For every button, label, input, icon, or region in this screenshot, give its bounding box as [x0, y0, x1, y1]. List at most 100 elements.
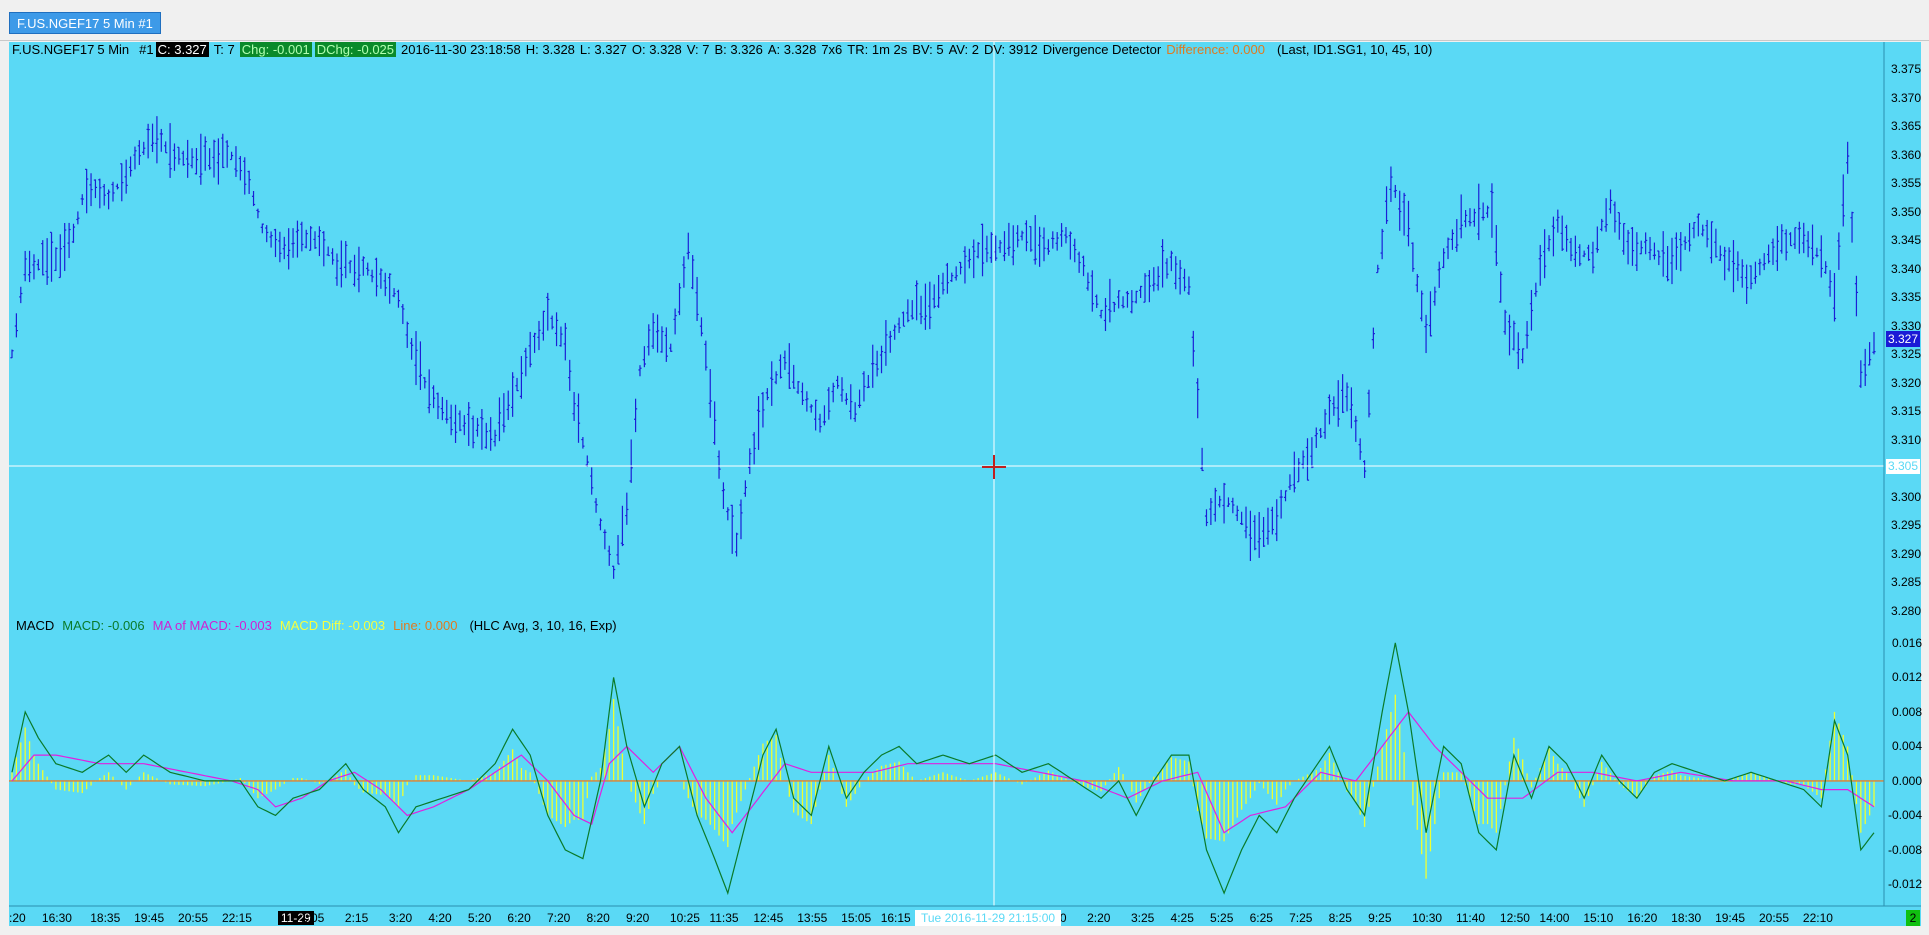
price-bar — [1868, 342, 1872, 366]
price-bar — [620, 505, 625, 547]
price-bar — [879, 345, 884, 374]
price-bar — [330, 248, 335, 265]
price-bar — [1380, 228, 1384, 260]
price-bar — [1160, 239, 1165, 288]
price-bar — [1156, 266, 1160, 291]
price-bar — [357, 246, 361, 293]
price-bar — [287, 228, 291, 270]
price-bar — [761, 392, 765, 428]
price-tick-label: 3.310 — [1891, 432, 1922, 447]
price-bar — [1617, 212, 1621, 240]
price-tick-label: 3.355 — [1891, 176, 1922, 191]
time-tick-label: 2:15 — [344, 911, 369, 925]
close-value: C: 3.327 — [155, 42, 209, 57]
last-price-tag: 3.327 — [1886, 331, 1920, 347]
price-bar — [32, 254, 36, 280]
price-bar — [541, 310, 545, 341]
price-bar — [787, 343, 791, 389]
price-bar — [998, 240, 1002, 253]
price-bar — [651, 313, 655, 349]
price-bar — [1687, 223, 1692, 252]
price-bar — [893, 324, 897, 340]
price-bar — [1327, 394, 1332, 425]
price-bar — [1169, 250, 1173, 272]
price-bar — [800, 382, 805, 405]
price-bar — [875, 350, 879, 377]
price-bar — [150, 123, 155, 153]
time-tick-label: :20 — [9, 911, 26, 925]
price-bar — [853, 402, 857, 422]
interval-label: 5 Min — [97, 42, 130, 57]
price-bar — [133, 146, 137, 170]
price-bar — [41, 240, 45, 276]
price-bar — [1736, 251, 1740, 282]
symbol-label: F.US.NGEF17 — [12, 42, 95, 57]
price-bar — [1182, 268, 1187, 292]
price-bar — [1411, 242, 1415, 272]
price-bar — [871, 344, 875, 388]
time-tick-label: 3:25 — [1131, 911, 1155, 925]
price-bar — [1174, 256, 1178, 290]
bid-value: B: 3.326 — [714, 42, 763, 57]
price-bar — [941, 272, 945, 295]
price-bar — [36, 259, 40, 271]
price-bar — [1240, 511, 1244, 525]
price-bar — [980, 223, 985, 277]
price-bar — [743, 480, 747, 497]
price-bar — [1108, 278, 1112, 323]
price-bar — [862, 371, 866, 402]
price-bar — [471, 415, 475, 449]
price-bar — [1499, 271, 1503, 303]
price-bar — [80, 194, 84, 206]
price-bar — [1463, 210, 1468, 228]
price-bar — [972, 239, 976, 279]
price-bar — [1516, 332, 1520, 370]
crosshair-time-tag: Tue 2016-11-29 21:15:00 — [915, 910, 1062, 926]
price-bar — [655, 314, 660, 353]
price-bar — [1586, 244, 1591, 261]
price-bar — [115, 183, 119, 190]
chart-tab[interactable]: F.US.NGEF17 5 Min #1 — [9, 12, 161, 34]
price-bar — [1319, 427, 1323, 438]
price-bar — [1073, 238, 1077, 263]
time-tick-label: 20:55 — [1758, 911, 1790, 925]
price-bar — [642, 346, 646, 368]
price-bar — [212, 139, 216, 178]
price-bar — [1758, 258, 1762, 276]
price-bar — [695, 276, 699, 322]
price-bar — [809, 404, 813, 413]
price-bar — [10, 349, 14, 359]
price-bar — [1428, 291, 1433, 337]
price-bar — [1147, 270, 1152, 303]
macd-tick-label: 0.012 — [1892, 670, 1923, 685]
price-bar — [304, 229, 308, 249]
price-bar — [915, 280, 919, 321]
price-bar — [770, 361, 774, 406]
price-bar — [1573, 235, 1577, 267]
time-tick-label: 14:00 — [1539, 911, 1570, 925]
price-bar — [1349, 387, 1354, 429]
price-bar — [1354, 415, 1358, 442]
price-bar — [1288, 474, 1292, 490]
macd-line-value: Line: 0.000 — [393, 618, 458, 633]
price-bar — [480, 409, 484, 450]
price-bar — [1644, 232, 1648, 255]
price-bar — [857, 389, 862, 409]
price-bar — [1310, 437, 1314, 469]
time-tick-label: 13:55 — [797, 911, 828, 925]
price-bar — [528, 331, 532, 368]
price-bar — [1626, 229, 1630, 265]
price-bar — [1551, 216, 1556, 257]
daily-change-value: DChg: -0.025 — [314, 42, 397, 57]
price-bar — [1564, 224, 1569, 252]
price-bar — [313, 231, 317, 249]
price-bar — [172, 143, 177, 171]
price-bar — [1204, 509, 1209, 527]
price-bar — [1235, 505, 1239, 522]
price-bar — [1872, 332, 1876, 355]
price-bar — [309, 226, 313, 251]
price-bar — [1038, 226, 1042, 267]
price-bar — [1832, 272, 1837, 322]
price-bar — [1665, 246, 1670, 282]
